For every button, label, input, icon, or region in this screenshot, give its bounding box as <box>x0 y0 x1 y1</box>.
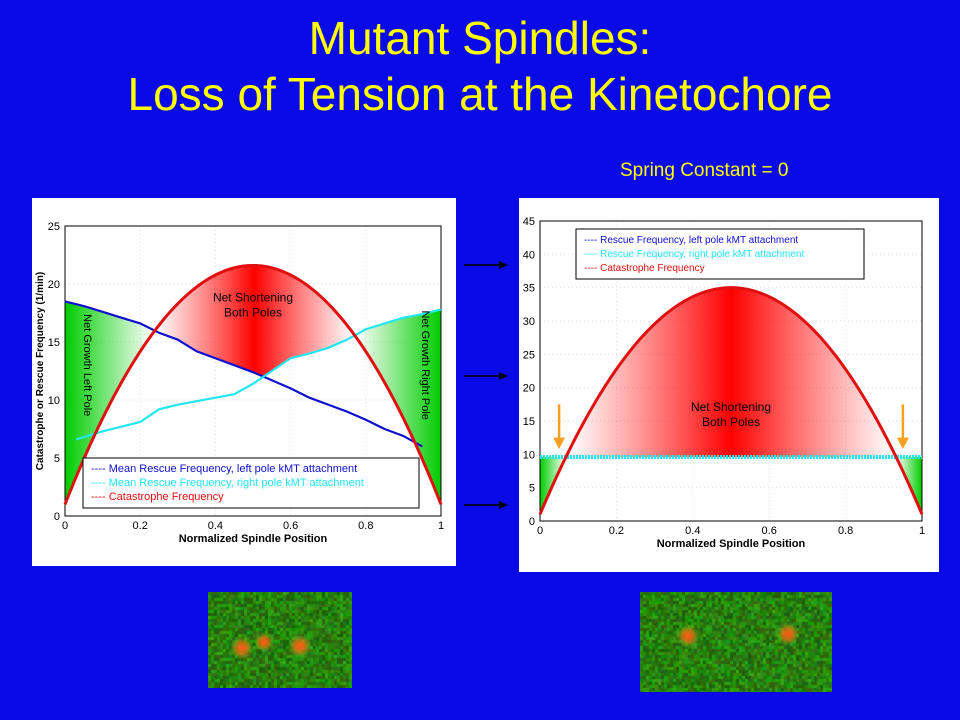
y-tick-label: 0 <box>529 516 535 528</box>
legend-entry: ---- Rescue Frequency, left pole kMT att… <box>584 235 798 246</box>
slide-title-line1: Mutant Spindles: <box>308 12 652 64</box>
x-axis-label: Normalized Spindle Position <box>179 533 328 545</box>
legend-box <box>575 228 865 280</box>
x-tick-label: 0 <box>537 525 543 537</box>
series-line-catastrophe <box>63 263 443 505</box>
legend-entry: ---- Rescue Frequency, right pole kMT at… <box>584 249 804 260</box>
slide-title-line2: Loss of Tension at the Kinetochore <box>127 68 833 120</box>
net-growth-right-region <box>896 457 922 515</box>
y-tick-label: 45 <box>523 216 535 228</box>
net-growth-left-region <box>540 457 566 515</box>
legend-entry: ---- Catastrophe Frequency <box>584 263 705 274</box>
y-tick-label: 15 <box>523 416 535 428</box>
annotation-net-growth: Net Growth Left Pole <box>81 314 93 416</box>
y-tick-label: 20 <box>523 383 535 395</box>
y-tick-label: 0 <box>54 511 60 523</box>
legend-box <box>82 457 420 509</box>
x-tick-label: 0.6 <box>283 520 298 532</box>
pointer-arrow-top <box>464 261 508 269</box>
x-tick-label: 0.8 <box>358 520 373 532</box>
legend-entry: ---- Mean Rescue Frequency, left pole kM… <box>91 463 357 475</box>
x-tick-label: 0.6 <box>762 525 777 537</box>
spring-constant-label: Spring Constant = 0 <box>620 160 789 181</box>
net-shortening-region <box>568 287 894 457</box>
net-shortening-region <box>155 265 354 377</box>
annotation-both-poles: Both Poles <box>702 415 760 429</box>
x-tick-label: 0.4 <box>685 525 700 537</box>
y-tick-label: 35 <box>523 283 535 295</box>
legend-entry: ---- Mean Rescue Frequency, right pole k… <box>91 477 364 489</box>
x-axis-label: Normalized Spindle Position <box>657 538 806 550</box>
x-tick-label: 1 <box>919 525 925 537</box>
y-tick-label: 20 <box>48 279 60 291</box>
annotation-both-poles: Both Poles <box>224 305 282 319</box>
y-tick-label: 10 <box>48 395 60 407</box>
x-tick-label: 0.2 <box>609 525 624 537</box>
crossing-arrowhead-right <box>896 437 909 449</box>
y-tick-label: 25 <box>523 349 535 361</box>
y-tick-label: 15 <box>48 337 60 349</box>
series-line-right-rescue <box>75 308 442 441</box>
pointer-arrow-middle <box>464 372 508 380</box>
legend-entry: ---- Catastrophe Frequency <box>91 491 224 503</box>
chart-right: 0 0.2 0.4 0.6 0.8 1051015202530354045Normaliz… <box>523 216 925 550</box>
series-line-catastrophe <box>538 286 924 515</box>
chart-panel-right: 0 0.2 0.4 0.6 0.8 1 0 5 10 15 20 25 30 35 40 45 Normaliz… <box>519 198 939 572</box>
x-tick-label: 0 <box>62 520 68 532</box>
axes-frame <box>64 225 442 517</box>
x-tick-label: 0.4 <box>208 520 223 532</box>
y-tick-label: 40 <box>523 249 535 261</box>
micrograph-left <box>208 592 352 688</box>
y-tick-label: 5 <box>54 453 60 465</box>
annotation-net-shortening: Net Shortening <box>213 290 293 304</box>
micrograph-right <box>640 592 832 692</box>
crossing-arrowhead-left <box>553 437 566 449</box>
x-tick-label: 0.2 <box>133 520 148 532</box>
chart-panel-left: 0 0.2 0.4 0.6 0.8 1 0 5 10 15 20 25 Normalized Spind… <box>32 198 456 566</box>
axes-frame <box>539 220 923 522</box>
y-axis-label: Catastrophe or Rescue Frequency (1/min) <box>35 272 46 470</box>
y-tick-label: 5 <box>529 483 535 495</box>
pointer-arrow-bottom <box>464 501 508 509</box>
y-tick-label: 25 <box>48 221 60 233</box>
x-tick-label: 1 <box>438 520 444 532</box>
annotation-net-growth: Net Growth Right Pole <box>419 310 431 419</box>
series-line-left-rescue <box>64 300 423 448</box>
y-tick-label: 30 <box>523 316 535 328</box>
x-tick-label: 0.8 <box>838 525 853 537</box>
y-tick-label: 10 <box>523 449 535 461</box>
annotation-net-shortening: Net Shortening <box>691 400 771 414</box>
